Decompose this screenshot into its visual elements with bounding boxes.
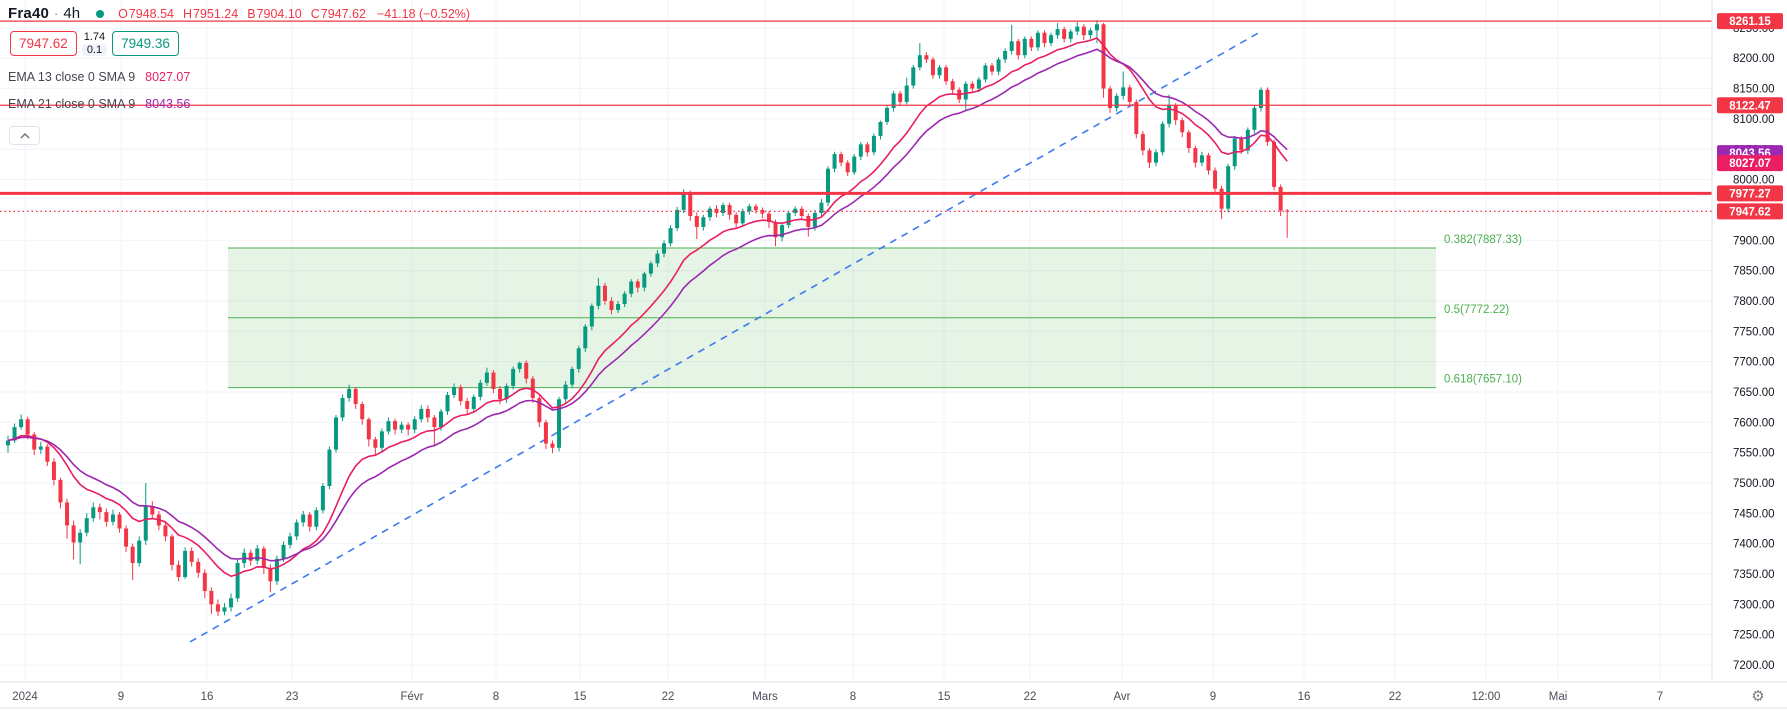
bid-ask-panel: 7947.62 1.74 0.1 7949.36 [10, 31, 179, 56]
interval-label[interactable]: 4h [63, 5, 81, 22]
fib-retracement-zone: 0.382(7887.33) 0.5(7772.22) 0.618(7657.10) [228, 234, 1522, 389]
market-status-dot-icon [96, 9, 105, 18]
time-tick-label: 22 [1024, 691, 1037, 703]
candles-layer [6, 20, 1290, 616]
buy-ask-button[interactable]: 7949.36 [112, 31, 179, 56]
price-tick-label: 7650.00 [1733, 387, 1775, 399]
high-value: 7951.24 [193, 6, 239, 21]
time-tick-label: 23 [286, 691, 299, 703]
price-tick-label: 8150.00 [1733, 84, 1775, 96]
time-tick-label: 9 [118, 691, 124, 703]
time-tick-label: 22 [662, 691, 675, 703]
price-tick-label: 7850.00 [1733, 266, 1775, 278]
price-tick-label: 7600.00 [1733, 417, 1775, 429]
price-tick-label: 7700.00 [1733, 357, 1775, 369]
grid-layer [0, 0, 1712, 682]
price-tick-label: 8000.00 [1733, 175, 1775, 187]
ema13-value: 8027.07 [145, 70, 191, 84]
price-badge-label: 8122.47 [1729, 100, 1771, 112]
spread-pill: 0.1 [81, 44, 108, 56]
time-tick-label: 2024 [12, 691, 38, 703]
price-tick-label: 7550.00 [1733, 448, 1775, 460]
ema-13-line[interactable] [7, 37, 1288, 578]
time-tick-label: 15 [574, 691, 587, 703]
time-tick-label: 8 [850, 691, 856, 703]
indicator-row-ema13[interactable]: EMA 13 close 0 SMA 9 8027.07 [8, 70, 190, 84]
spread-value: 1.74 [83, 31, 106, 43]
price-tick-label: 7800.00 [1733, 296, 1775, 308]
change-value: −41.18 (−0.52%) [376, 6, 471, 21]
ema21-value: 8043.56 [145, 97, 191, 111]
price-badge-label: 8027.07 [1729, 158, 1771, 170]
time-tick-label: 12:00 [1472, 691, 1501, 703]
ema21-label: EMA 21 close 0 SMA 9 [8, 97, 136, 111]
price-tick-label: 7750.00 [1733, 326, 1775, 338]
time-tick-label: 16 [1298, 691, 1311, 703]
time-tick-label: 22 [1389, 691, 1402, 703]
time-tick-label: 9 [1210, 691, 1216, 703]
open-value: 7948.54 [128, 6, 174, 21]
fib-level-label: 0.5(7772.22) [1444, 304, 1509, 316]
time-tick-label: 16 [201, 691, 214, 703]
price-tick-label: 7200.00 [1733, 660, 1775, 672]
ohlc-values: O 7948.54 H 7951.24 B 7904.10 C 7947.62 −41.… [118, 6, 471, 21]
time-tick-label: 7 [1657, 691, 1663, 703]
price-badge-label: 8261.15 [1729, 16, 1771, 28]
time-axis[interactable]: 2024 9 16 23 Févr 8 15 22 Mars 8 15 22 Avr 9 16 22 12:00… [0, 681, 1787, 711]
ema-21-line[interactable] [7, 48, 1288, 562]
price-badges: 8261.158122.477977.277947.628043.568027.… [1717, 13, 1783, 220]
symbol-separator: · [54, 6, 59, 21]
price-tick-label: 7250.00 [1733, 630, 1775, 642]
price-tick-label: 8100.00 [1733, 114, 1775, 126]
price-tick-label: 8200.00 [1733, 53, 1775, 65]
time-tick-label: Mai [1549, 691, 1568, 703]
price-tick-label: 7450.00 [1733, 508, 1775, 520]
price-tick-label: 7900.00 [1733, 235, 1775, 247]
low-value: 7904.10 [256, 6, 302, 21]
price-badge-label: 7977.27 [1729, 188, 1771, 200]
price-tick-label: 7500.00 [1733, 478, 1775, 490]
time-tick-label: 8 [493, 691, 499, 703]
time-tick-label: Mars [752, 691, 778, 703]
close-value: 7947.62 [320, 6, 366, 21]
spread-indicator: 1.74 0.1 [81, 31, 108, 56]
fib-level-label: 0.618(7657.10) [1444, 374, 1522, 386]
trendline[interactable] [189, 29, 1264, 643]
price-axis[interactable]: 7200.00 7250.00 7300.00 7350.00 7400.00 7450.… [1711, 0, 1787, 711]
symbol-name[interactable]: Fra40 [8, 5, 50, 22]
price-badge-label: 7947.62 [1729, 206, 1771, 218]
fib-level-label: 0.382(7887.33) [1444, 234, 1522, 246]
price-tick-label: 7350.00 [1733, 569, 1775, 581]
indicator-row-ema21[interactable]: EMA 21 close 0 SMA 9 8043.56 [8, 97, 190, 111]
sell-bid-button[interactable]: 7947.62 [10, 31, 77, 56]
time-tick-label: 15 [938, 691, 951, 703]
ema13-label: EMA 13 close 0 SMA 9 [8, 70, 136, 84]
time-tick-label: Avr [1113, 691, 1130, 703]
axis-settings-gear-icon[interactable]: ⚙ [1751, 688, 1764, 705]
time-tick-label: Févr [401, 691, 424, 703]
collapse-indicators-button[interactable] [9, 126, 40, 145]
price-tick-label: 7300.00 [1733, 599, 1775, 611]
price-tick-label: 7400.00 [1733, 539, 1775, 551]
chevron-up-icon [20, 132, 29, 138]
svg-text:⚙: ⚙ [1751, 688, 1764, 705]
price-level-lines[interactable] [0, 20, 1712, 212]
